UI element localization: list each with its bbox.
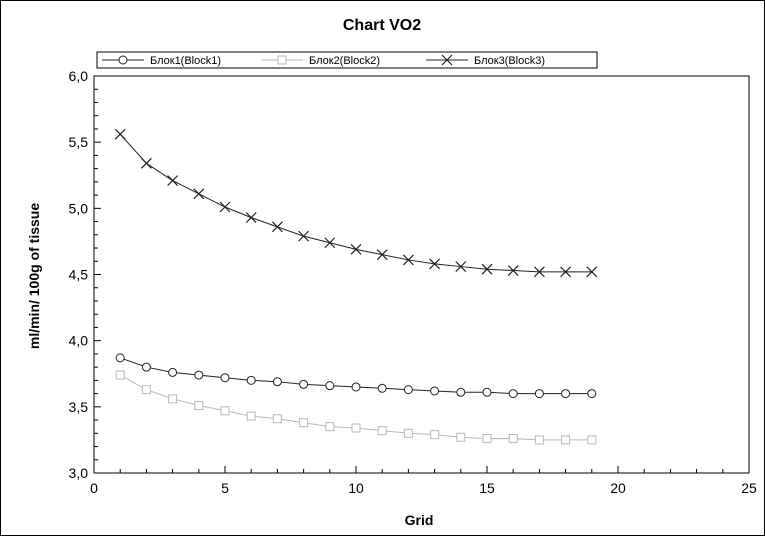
data-point — [403, 428, 413, 438]
legend-label: Блок3(Block3) — [474, 55, 545, 67]
data-point — [246, 411, 256, 421]
data-point — [587, 435, 597, 445]
x-tick-label: 20 — [610, 480, 626, 496]
y-tick-label: 6,0 — [69, 68, 89, 84]
series-3 — [114, 128, 598, 278]
data-point — [561, 435, 571, 445]
data-point — [141, 362, 151, 372]
data-point — [430, 430, 440, 440]
data-point — [508, 434, 518, 444]
data-point — [194, 401, 204, 411]
data-point — [220, 373, 230, 383]
data-point — [377, 383, 387, 393]
data-point — [140, 157, 152, 169]
data-point — [587, 389, 597, 399]
data-point — [508, 389, 518, 399]
data-point — [482, 387, 492, 397]
data-point — [351, 423, 361, 433]
data-point — [114, 128, 126, 140]
y-tick-label: 4,0 — [69, 333, 89, 349]
series-line — [119, 133, 592, 273]
data-point — [455, 261, 467, 272]
data-point — [167, 175, 179, 186]
data-point — [534, 435, 544, 445]
data-point — [324, 237, 336, 249]
data-point — [482, 434, 492, 444]
y-tick-label: 5,5 — [69, 134, 89, 150]
x-tick-label: 0 — [90, 480, 98, 496]
x-tick-label: 5 — [221, 480, 229, 496]
data-point — [403, 385, 413, 395]
legend-label: Блок1(Block1) — [150, 55, 221, 67]
legend-label: Блок2(Block2) — [309, 55, 380, 67]
x-axis-label: Grid — [405, 512, 434, 528]
x-tick-label: 10 — [348, 480, 364, 496]
data-point — [272, 414, 282, 424]
data-point — [533, 266, 545, 278]
series-layer — [114, 128, 598, 445]
data-point — [193, 188, 205, 200]
data-point — [456, 387, 466, 397]
data-point — [402, 254, 414, 266]
data-point — [168, 367, 178, 377]
data-point — [350, 243, 362, 255]
data-point — [272, 377, 282, 387]
data-point — [246, 375, 256, 385]
x-tick-label: 15 — [479, 480, 495, 496]
data-point — [299, 418, 309, 428]
data-point — [168, 394, 178, 404]
chart-title: Chart VO2 — [343, 17, 421, 34]
data-point — [325, 422, 335, 432]
data-point — [376, 249, 388, 261]
data-point — [115, 370, 125, 380]
y-axis-label: ml/min/ 100g of tissue — [26, 203, 42, 349]
legend-marker — [277, 55, 287, 65]
plot-area — [93, 75, 750, 474]
data-point — [351, 382, 361, 392]
data-point — [507, 265, 519, 276]
data-point — [245, 212, 257, 224]
y-axis: 3,0 3,5 4,0 4,5 5,0 5,5 6,0 — [69, 68, 101, 481]
data-point — [429, 258, 441, 270]
data-point — [115, 353, 125, 363]
data-point — [560, 266, 572, 278]
x-tick-label: 25 — [741, 480, 757, 496]
data-point — [481, 263, 493, 275]
data-point — [377, 426, 387, 436]
data-point — [220, 406, 230, 416]
y-tick-label: 3,0 — [69, 465, 89, 481]
data-point — [298, 230, 310, 242]
data-point — [430, 386, 440, 396]
series-2 — [115, 370, 597, 445]
y-tick-label: 4,5 — [69, 267, 89, 283]
y-tick-label: 5,0 — [69, 200, 89, 216]
data-point — [194, 370, 204, 380]
legend-box — [96, 51, 598, 69]
data-point — [534, 389, 544, 399]
data-point — [586, 266, 598, 278]
data-point — [299, 379, 309, 389]
data-point — [271, 221, 283, 233]
x-axis: 0 5 10 15 20 25 — [90, 466, 757, 496]
y-tick-label: 3,5 — [69, 399, 89, 415]
legend-marker — [118, 55, 128, 65]
data-point — [561, 389, 571, 399]
chart-legend: Блок1(Block1) Блок2(Block2) Блок3(Block3) — [96, 51, 598, 69]
data-point — [456, 432, 466, 442]
data-point — [219, 201, 231, 213]
legend-marker — [441, 54, 453, 66]
data-point — [325, 381, 335, 391]
data-point — [141, 385, 151, 395]
series-1 — [115, 353, 597, 399]
